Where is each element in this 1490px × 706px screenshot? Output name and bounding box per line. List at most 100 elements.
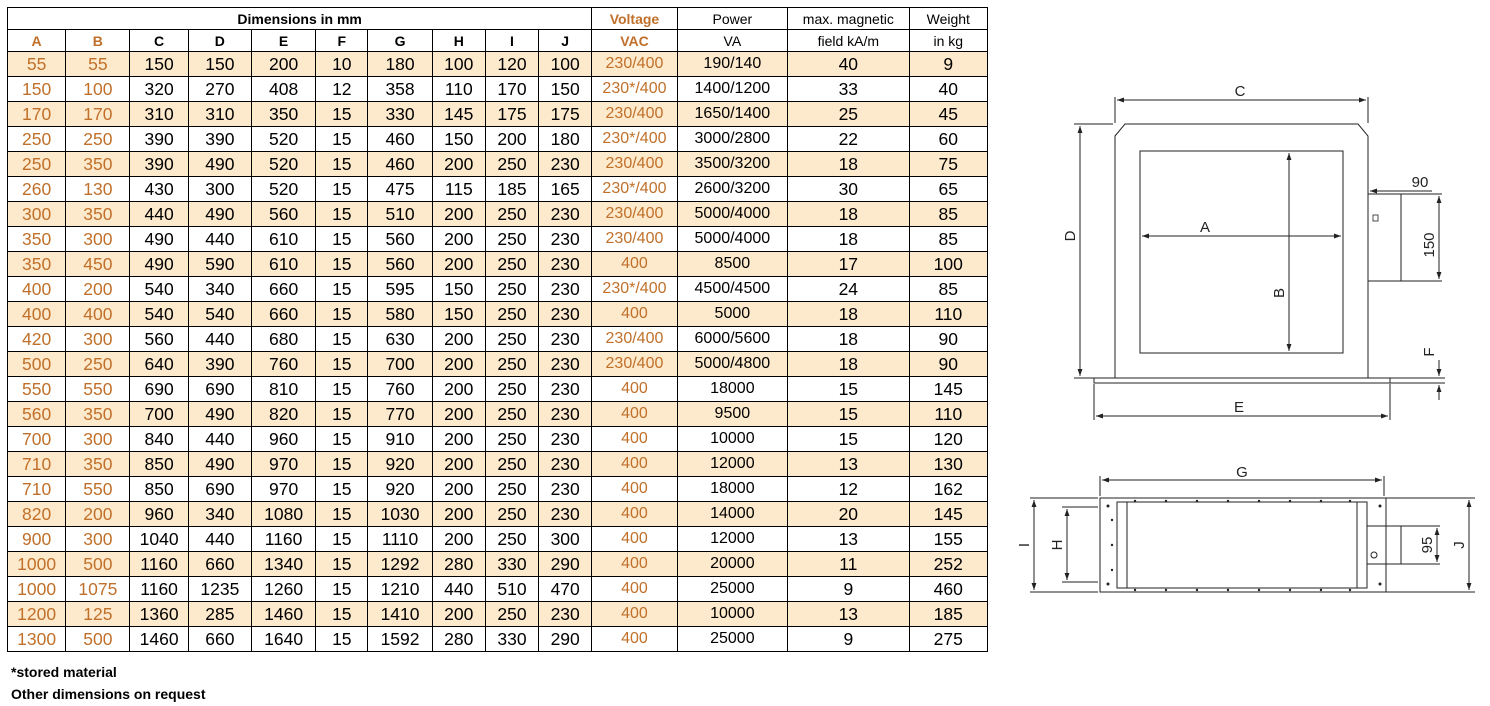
label-90: 90 <box>1412 174 1429 191</box>
table-cell: 150 <box>431 126 486 152</box>
table-cell: 130 <box>65 176 131 202</box>
table-cell: 200 <box>431 326 486 352</box>
table-row: 250 350 390 490 520 15 460 200 250 230 230/400 3500… <box>6 151 989 177</box>
table-cell: 20 <box>787 501 910 527</box>
label-j: J <box>1451 541 1468 549</box>
table-row: 250 250 390 390 520 15 460 150 200 180 230*/400 300… <box>6 126 989 152</box>
column-header-d: D <box>187 29 252 52</box>
table-cell: 25 <box>787 101 910 127</box>
table-cell: 200 <box>431 451 486 477</box>
table-cell: 1080 <box>250 501 317 527</box>
table-cell: 9 <box>908 51 989 77</box>
table-cell: 125 <box>65 601 131 627</box>
table-cell: 690 <box>187 376 252 402</box>
table-cell: 358 <box>367 76 433 102</box>
table-cell: 250 <box>484 326 540 352</box>
table-cell: 15 <box>787 376 910 402</box>
table-cell: 15 <box>315 226 369 252</box>
table-cell: 230 <box>538 476 593 502</box>
table-cell: 250 <box>484 201 540 227</box>
table-cell: 490 <box>187 151 252 177</box>
table-cell: 1160 <box>250 526 317 552</box>
table-cell: 970 <box>250 451 317 477</box>
table-cell: 1000 <box>6 551 67 577</box>
table-cell: 690 <box>187 476 252 502</box>
table-cell: 270 <box>187 76 252 102</box>
table-cell: 400 <box>591 301 678 327</box>
table-cell: 300 <box>65 426 131 452</box>
table-cell: 18 <box>787 301 910 327</box>
table-cell: 18000 <box>676 476 789 502</box>
top-view <box>1074 97 1445 420</box>
table-cell: 230 <box>538 426 593 452</box>
table-cell: 175 <box>538 101 593 127</box>
table-cell: 490 <box>129 251 189 277</box>
terminal-icon <box>1372 214 1379 222</box>
table-cell: 430 <box>129 176 189 202</box>
table-cell: 520 <box>250 151 317 177</box>
table-cell: 1210 <box>367 576 433 602</box>
table-cell: 15 <box>787 401 910 427</box>
table-cell: 25000 <box>676 626 789 652</box>
table-cell: 1040 <box>129 526 189 552</box>
table-cell: 700 <box>367 351 433 377</box>
label-e: E <box>1234 399 1244 416</box>
table-cell: 14000 <box>676 501 789 527</box>
table-cell: 230 <box>538 401 593 427</box>
table-cell: 440 <box>129 201 189 227</box>
table-cell: 700 <box>129 401 189 427</box>
table-cell: 65 <box>908 176 989 202</box>
table-cell: 640 <box>129 351 189 377</box>
table-cell: 150 <box>129 51 189 77</box>
table-cell: 130 <box>908 451 989 477</box>
table-cell: 33 <box>787 76 910 102</box>
table-cell: 400 <box>591 601 678 627</box>
stored-material-note: *stored material <box>11 664 117 680</box>
label-d: D <box>1062 230 1079 241</box>
table-cell: 230/400 <box>591 151 678 177</box>
table-cell: 820 <box>250 401 317 427</box>
label-150: 150 <box>1421 232 1438 257</box>
table-cell: 18 <box>787 326 910 352</box>
table-cell: 200 <box>431 226 486 252</box>
table-cell: 1235 <box>187 576 252 602</box>
table-cell: 460 <box>367 126 433 152</box>
table-cell: 560 <box>367 226 433 252</box>
table-cell: 145 <box>908 376 989 402</box>
other-dimensions-note: Other dimensions on request <box>11 686 206 702</box>
table-row: 350 450 490 590 610 15 560 200 250 230 400 8500 17 10… <box>6 251 989 277</box>
table-cell: 15 <box>315 526 369 552</box>
table-cell: 9 <box>787 626 910 652</box>
table-row: 420 300 560 440 680 15 630 200 250 230 230/400 6000… <box>6 326 989 352</box>
table-cell: 390 <box>187 126 252 152</box>
table-cell: 145 <box>431 101 486 127</box>
table-cell: 230/400 <box>591 326 678 352</box>
table-cell: 660 <box>187 551 252 577</box>
table-cell: 11 <box>787 551 910 577</box>
table-row: 170 170 310 310 350 15 330 145 175 175 230/400 1650… <box>6 101 989 127</box>
table-cell: 550 <box>65 476 131 502</box>
table-cell: 660 <box>187 626 252 652</box>
table-cell: 55 <box>6 51 67 77</box>
table-row: 500 250 640 390 760 15 700 200 250 230 230/400 5000… <box>6 351 989 377</box>
table-cell: 15 <box>315 251 369 277</box>
table-row: 400 200 540 340 660 15 595 150 250 230 230*/400 450… <box>6 276 989 302</box>
weight-header: Weight <box>908 7 989 30</box>
table-cell: 250 <box>484 226 540 252</box>
table-cell: 230/400 <box>591 101 678 127</box>
table-cell: 200 <box>431 251 486 277</box>
table-cell: 15 <box>315 126 369 152</box>
table-cell: 170 <box>6 101 67 127</box>
table-cell: 710 <box>6 451 67 477</box>
table-cell: 200 <box>431 376 486 402</box>
table-cell: 250 <box>6 151 67 177</box>
table-row: 1200 125 1360 285 1460 15 1410 200 250 230 400 1000… <box>6 601 989 627</box>
table-cell: 1640 <box>250 626 317 652</box>
table-cell: 390 <box>187 351 252 377</box>
table-cell: 230*/400 <box>591 176 678 202</box>
table-cell: 5000/4000 <box>676 226 789 252</box>
table-cell: 1075 <box>65 576 131 602</box>
table-row: 400 400 540 540 660 15 580 150 250 230 400 5000 18 11… <box>6 301 989 327</box>
table-cell: 1400/1200 <box>676 76 789 102</box>
table-cell: 300 <box>6 201 67 227</box>
